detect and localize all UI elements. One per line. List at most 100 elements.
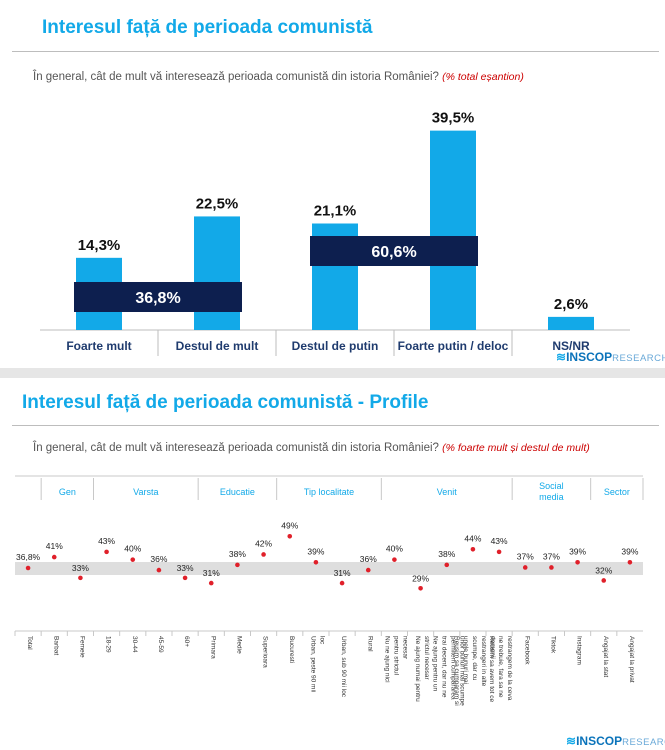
data-point: [208, 580, 214, 586]
category-label: Reusim sa cumparam si unele bunuri mai scu…: [453, 636, 496, 706]
point-value-label: 31%: [334, 568, 351, 578]
category-label: Rural: [366, 636, 373, 652]
bar-1: [194, 216, 240, 330]
point-value-label: 49%: [281, 520, 298, 530]
point-value-label: 40%: [386, 544, 403, 554]
category-label: Reusim sa avem tot ce ne trebuie, fara sa…: [488, 636, 513, 702]
point-value-label: 37%: [517, 551, 534, 561]
data-point: [78, 575, 83, 581]
category-label: Nu ne ajung nici pentru strictul necesar: [383, 636, 408, 683]
point-value-label: 31%: [203, 568, 220, 578]
category-label: Angajat la privat: [628, 636, 635, 683]
slide-profile: Interesul față de perioada comunistă - P…: [0, 378, 665, 750]
data-point: [287, 533, 293, 539]
category-label: Instagram: [576, 636, 583, 665]
data-point: [51, 554, 57, 560]
brand-logo: ≋INSCOPRESEARCH: [566, 734, 665, 748]
data-point: [156, 567, 162, 573]
brand-logo: ≋INSCOPRESEARCH: [556, 350, 665, 364]
category-label: Ne ajung pentru un trai decent, dar nu ne…: [431, 636, 465, 706]
brand-name: INSCOP: [566, 350, 613, 364]
section-label: Educatie: [220, 487, 255, 497]
data-point: [444, 562, 450, 568]
chart-title: Interesul față de perioada comunistă - P…: [22, 392, 429, 413]
point-value-label: 29%: [412, 573, 429, 583]
category-label: Urban, peste 90 mii loc: [309, 636, 325, 692]
bar-value-label: 14,3%: [78, 237, 121, 254]
category-label: Femeie: [78, 636, 85, 658]
point-value-label: 41%: [46, 541, 63, 551]
brand-mark-icon: ≋: [556, 350, 567, 364]
point-value-label: 36%: [360, 554, 377, 564]
brand-mark-icon: ≋: [566, 734, 577, 748]
section-label: Social: [539, 481, 564, 491]
category-label: Foarte putin / deloc: [398, 339, 509, 353]
point-value-label: 44%: [464, 533, 481, 543]
group-total-box-0: [74, 282, 242, 312]
category-label: 45-59: [157, 636, 164, 653]
point-value-label: 39%: [307, 546, 324, 556]
point-value-label: 39%: [621, 546, 638, 556]
section-label: Venit: [437, 487, 458, 497]
data-point: [522, 565, 528, 570]
point-value-label: 33%: [72, 563, 89, 573]
category-label: Facebook: [523, 636, 530, 665]
group-total-box-1: [310, 236, 478, 266]
question: În general, cât de mult vă interesează p…: [33, 442, 439, 454]
section-label: Tip localitate: [304, 487, 354, 497]
bar-4: [548, 316, 594, 330]
title-divider: [12, 51, 659, 52]
category-label: Superioara: [262, 636, 269, 668]
question: În general, cât de mult vă interesează p…: [33, 71, 439, 83]
category-label: Tiktok: [549, 636, 556, 654]
section-label: Varsta: [133, 487, 158, 497]
section-label: media: [539, 492, 564, 502]
category-label: Foarte mult: [66, 339, 131, 353]
brand-name: INSCOP: [576, 734, 623, 748]
point-value-label: 36%: [150, 554, 167, 564]
data-point: [104, 549, 109, 555]
point-value-label: 33%: [177, 563, 194, 573]
point-value-label: 37%: [543, 551, 560, 561]
question-note: (% foarte mult și destul de mult): [442, 442, 590, 454]
data-point: [392, 557, 397, 562]
section-label: Gen: [59, 487, 76, 497]
point-value-label: 42%: [255, 538, 272, 548]
category-label: 30-44: [131, 636, 138, 653]
question-note: (% total eșantion): [442, 71, 524, 83]
question-text: În general, cât de mult vă interesează p…: [33, 442, 590, 454]
question-text: În general, cât de mult vă interesează p…: [33, 71, 524, 83]
bar-value-label: 22,5%: [196, 195, 239, 212]
data-point: [182, 575, 188, 581]
brand-suffix: RESEARCH: [622, 737, 665, 748]
data-point: [365, 567, 371, 573]
chart-title: Interesul față de perioada comunistă: [42, 17, 373, 38]
bar-value-label: 2,6%: [554, 296, 588, 313]
data-point: [601, 578, 607, 583]
reference-band: [15, 562, 643, 575]
data-point: [261, 552, 266, 557]
group-total-label: 60,6%: [371, 244, 416, 261]
category-label: 60+: [183, 636, 190, 647]
profile-chart: Gen Varsta Educatie Tip localitate Venit Soci…: [14, 475, 644, 706]
bar-chart: 14,3% Foarte mult 22,5% Destul de mult 21,1%…: [40, 110, 630, 356]
category-label: Medie: [235, 636, 242, 654]
data-point: [470, 546, 476, 552]
data-point: [25, 565, 31, 571]
category-label: Urban, sub 90 mii loc: [340, 636, 347, 698]
title-divider: [12, 425, 659, 426]
data-point: [627, 559, 633, 565]
category-label: Primara: [209, 636, 216, 659]
point-value-label: 32%: [595, 565, 612, 575]
point-value-label: 43%: [491, 536, 508, 546]
category-label: NS/NR: [552, 339, 590, 353]
category-label: 18-29: [105, 636, 112, 653]
point-value-label: 40%: [124, 544, 141, 554]
data-point: [496, 549, 502, 555]
point-value-label: 38%: [229, 549, 246, 559]
data-point: [313, 559, 319, 565]
category-label: Destul de putin: [292, 339, 379, 353]
point-value-label: 39%: [569, 546, 586, 556]
bar-value-label: 21,1%: [314, 202, 357, 219]
point-value-label: 38%: [438, 549, 455, 559]
